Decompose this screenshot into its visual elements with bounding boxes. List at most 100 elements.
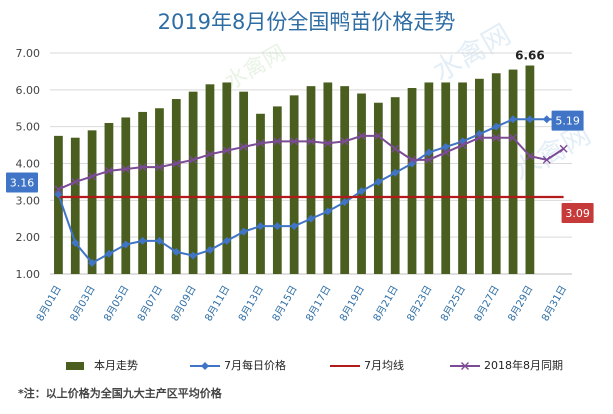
bar — [171, 99, 181, 275]
data-point-diamond — [71, 238, 80, 247]
data-point-x — [525, 152, 534, 161]
data-point-diamond — [138, 236, 147, 245]
data-point-diamond — [357, 187, 366, 196]
bar — [458, 82, 467, 274]
bar — [121, 117, 131, 274]
data-point-diamond — [525, 115, 534, 124]
data-point-x — [54, 185, 63, 194]
data-point-diamond — [155, 236, 164, 245]
x-tick-label: 8月07日 — [135, 284, 165, 324]
y-tick-label: 3.00 — [16, 194, 41, 207]
data-point-diamond — [189, 251, 198, 260]
bar — [222, 82, 232, 274]
data-point-diamond — [54, 190, 63, 199]
x-tick-label: 8月11日 — [202, 284, 232, 324]
legend-label: 7月每日价格 — [224, 359, 286, 372]
y-tick-label: 5.00 — [16, 121, 41, 134]
bar — [104, 122, 114, 274]
bar — [390, 97, 400, 274]
data-point-x — [273, 137, 282, 146]
data-point-diamond — [121, 240, 130, 249]
data-point-x — [172, 159, 181, 168]
data-point-diamond — [88, 258, 97, 267]
data-point-x — [357, 131, 366, 140]
y-tick-label: 4.00 — [16, 158, 41, 171]
bar — [205, 84, 215, 274]
x-tick-label: 8月31日 — [539, 284, 569, 324]
bar — [525, 65, 535, 274]
bar — [357, 93, 366, 275]
data-point-x — [222, 146, 231, 155]
data-point-diamond — [391, 168, 400, 177]
x-tick-label: 8月23日 — [405, 284, 435, 324]
x-tick-label: 8月29日 — [506, 284, 536, 324]
bar — [138, 111, 147, 274]
data-point-x — [475, 133, 484, 142]
bar — [256, 113, 265, 275]
data-point-x — [492, 133, 501, 142]
data-point-x — [239, 142, 248, 151]
bar — [54, 135, 63, 274]
data-point-diamond — [256, 222, 265, 231]
legend-swatch — [190, 362, 220, 370]
data-point-x — [121, 165, 130, 174]
legend-swatch — [450, 362, 480, 370]
x-tick-label: 8月17日 — [303, 284, 333, 324]
data-point-diamond — [307, 214, 315, 223]
data-point-x — [340, 137, 349, 146]
bar — [306, 86, 316, 275]
data-label: 5.19 — [555, 115, 580, 128]
bar — [188, 91, 198, 274]
data-point-diamond — [222, 236, 231, 245]
bar — [424, 82, 434, 274]
data-point-x — [205, 150, 214, 159]
data-point-x — [138, 163, 147, 172]
legend-swatch — [330, 365, 360, 367]
legend-swatch-marker — [461, 362, 469, 370]
data-point-diamond — [290, 222, 299, 231]
x-tick-label: 8月27日 — [472, 284, 502, 324]
chart-title: 2019年8月份全国鸭苗价格走势 — [157, 10, 456, 34]
legend-swatch — [66, 362, 84, 370]
bar — [323, 82, 333, 274]
data-label: 3.09 — [565, 207, 590, 220]
bar — [87, 130, 97, 274]
data-point-diamond — [239, 227, 248, 236]
data-label-box — [561, 203, 594, 224]
data-point-x — [307, 137, 315, 146]
chart-legend: 本月走势 7月每日价格 7月均线 2018年8月同期 — [60, 356, 600, 376]
bar — [272, 106, 282, 275]
y-tick-label: 1.00 — [16, 268, 41, 281]
x-tick-label: 8月09日 — [169, 284, 199, 324]
x-tick-label: 8月15日 — [270, 284, 300, 324]
data-point-x — [104, 166, 113, 175]
legend-label: 本月走势 — [94, 359, 138, 372]
y-tick-label: 7.00 — [16, 47, 41, 60]
data-point-x — [559, 144, 568, 153]
data-label: 3.16 — [10, 176, 35, 189]
data-point-diamond — [273, 222, 282, 231]
legend-label: 7月均线 — [364, 359, 404, 372]
bar — [373, 102, 383, 274]
data-label-box — [6, 172, 38, 193]
data-point-diamond — [104, 249, 113, 258]
bar — [407, 87, 417, 274]
bar — [239, 91, 249, 274]
footnote: *注：以上价格为全国九大主产区平均价格 — [18, 387, 222, 400]
data-point-x — [542, 155, 551, 164]
data-point-x — [441, 148, 450, 157]
bar — [70, 137, 80, 274]
y-tick-label: 2.00 — [16, 231, 41, 244]
data-point-x — [189, 155, 198, 164]
data-point-diamond — [492, 122, 501, 131]
x-tick-label: 8月19日 — [337, 284, 367, 324]
data-point-diamond — [205, 246, 214, 255]
bar — [441, 82, 451, 274]
x-tick-label: 8月05日 — [101, 284, 131, 324]
bar — [340, 86, 350, 275]
x-tick-label: 8月25日 — [438, 284, 468, 324]
data-point-x — [290, 137, 299, 146]
y-tick-label: 6.00 — [16, 84, 41, 97]
data-label-box — [551, 110, 584, 131]
